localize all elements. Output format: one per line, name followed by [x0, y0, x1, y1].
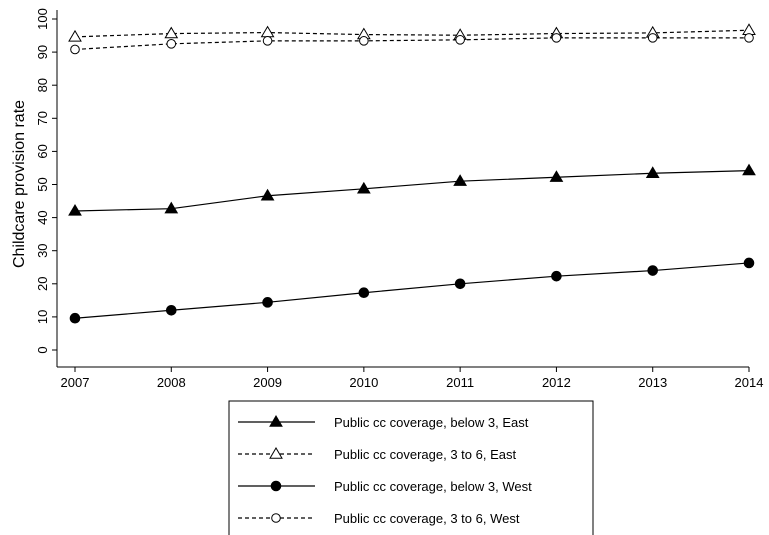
data-point — [70, 44, 80, 55]
series-4 — [70, 33, 754, 55]
data-point — [359, 36, 369, 46]
data-point — [164, 26, 179, 39]
legend-marker — [269, 447, 283, 459]
legend: Public cc coverage, below 3, East Public … — [228, 400, 594, 535]
data-point — [551, 33, 562, 43]
data-point — [453, 174, 468, 186]
x-tick-label: 2013 — [638, 375, 667, 390]
y-tick-label: 90 — [35, 45, 50, 59]
y-tick-label: 60 — [35, 144, 50, 158]
legend-item: Public cc coverage, 3 to 6, East — [238, 447, 516, 462]
data-point — [68, 203, 82, 216]
y-tick-label: 100 — [35, 8, 50, 30]
legend-marker — [271, 513, 281, 523]
y-tick-label: 20 — [35, 277, 50, 291]
data-point — [164, 201, 179, 214]
series-layer — [68, 23, 756, 324]
data-point — [68, 29, 82, 42]
series-line — [74, 262, 750, 319]
data-point — [262, 36, 273, 46]
data-point — [358, 287, 370, 299]
legend-marker — [269, 415, 283, 427]
data-point — [262, 297, 273, 308]
data-point — [744, 33, 754, 43]
legend-marker — [270, 480, 282, 492]
data-point — [260, 188, 275, 201]
data-point — [260, 25, 275, 38]
legend-item: Public cc coverage, below 3, West — [238, 479, 532, 494]
legend-box — [228, 400, 594, 535]
x-tick-label: 2010 — [349, 375, 378, 390]
y-tick-label: 30 — [35, 243, 50, 257]
y-tick-label: 80 — [35, 78, 50, 92]
data-point — [645, 166, 660, 178]
data-point — [551, 270, 562, 282]
data-point — [647, 265, 659, 276]
series-1 — [68, 163, 756, 216]
y-tick-label: 10 — [35, 310, 50, 324]
y-tick-label: 40 — [35, 210, 50, 224]
legend-label: Public cc coverage, 3 to 6, East — [334, 447, 516, 462]
series-3 — [69, 257, 755, 324]
data-point — [742, 23, 756, 35]
x-tick-label: 2011 — [446, 375, 474, 390]
data-point — [455, 35, 465, 45]
y-tick-label: 50 — [35, 177, 50, 191]
x-tick-label: 2014 — [735, 375, 764, 390]
data-point — [454, 278, 466, 290]
legend-label: Public cc coverage, below 3, East — [334, 415, 529, 430]
data-point — [742, 163, 756, 176]
y-tick-label: 0 — [35, 346, 50, 353]
axes: 0 10 20 30 40 50 60 70 80 90 100 2007 2008 2009 2010 20… — [35, 8, 763, 390]
data-point — [356, 181, 371, 194]
data-point — [743, 257, 755, 269]
series-line — [74, 37, 749, 51]
legend-label: Public cc coverage, 3 to 6, West — [334, 511, 520, 526]
data-point — [166, 39, 177, 49]
y-tick-label: 70 — [35, 111, 50, 125]
data-point — [647, 33, 658, 43]
x-tick-label: 2008 — [157, 375, 186, 390]
x-tick-label: 2012 — [542, 375, 571, 390]
series-line — [74, 29, 750, 38]
series-line — [74, 169, 750, 212]
legend-item: Public cc coverage, 3 to 6, West — [238, 511, 520, 526]
data-point — [165, 304, 177, 316]
data-point — [549, 170, 564, 182]
legend-label: Public cc coverage, below 3, West — [334, 479, 532, 494]
y-axis-title: Childcare provision rate — [11, 100, 28, 268]
x-tick-label: 2009 — [253, 375, 282, 390]
legend-item: Public cc coverage, below 3, East — [238, 415, 529, 430]
data-point — [69, 312, 81, 324]
x-tick-label: 2007 — [61, 375, 90, 390]
